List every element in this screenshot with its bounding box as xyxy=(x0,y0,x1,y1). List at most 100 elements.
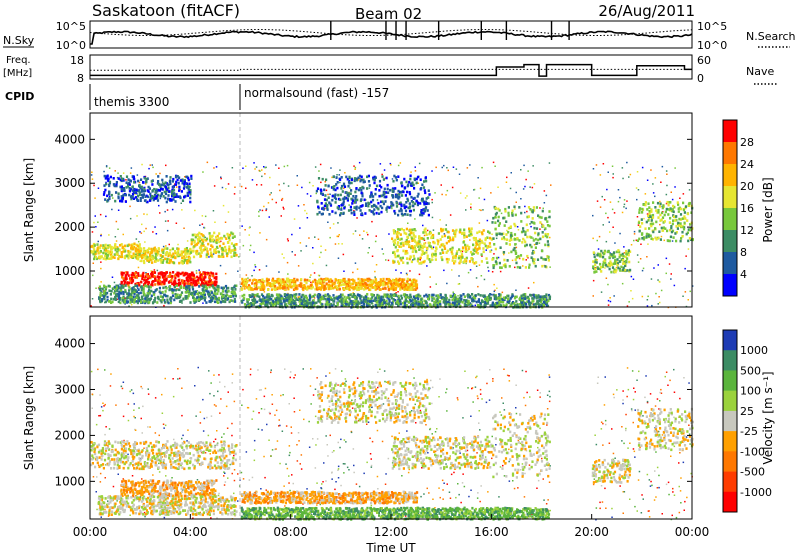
data-cell xyxy=(198,285,201,288)
scatter-cell xyxy=(467,297,469,299)
data-cell xyxy=(131,287,134,290)
data-cell xyxy=(475,241,478,244)
nsky-spikes xyxy=(330,21,570,40)
data-cell xyxy=(369,278,372,282)
scatter-cell xyxy=(261,175,263,178)
data-cell xyxy=(150,195,154,198)
data-cell xyxy=(99,291,102,295)
data-cell xyxy=(140,295,144,299)
data-cell xyxy=(351,202,354,205)
scatter-cell xyxy=(666,173,668,175)
data-cell xyxy=(122,177,125,181)
data-cell xyxy=(395,286,398,290)
data-cell xyxy=(119,244,122,247)
data-cell xyxy=(377,207,380,211)
data-cell xyxy=(404,287,407,290)
data-cell xyxy=(667,213,670,216)
data-cell xyxy=(173,256,176,259)
data-cell xyxy=(613,251,616,254)
data-cell xyxy=(439,245,442,249)
data-cell xyxy=(159,194,162,198)
data-cell xyxy=(190,281,193,285)
data-cell xyxy=(361,185,364,189)
data-cell xyxy=(348,176,351,180)
data-cell xyxy=(321,303,324,306)
data-cell xyxy=(158,286,161,290)
scatter-cell xyxy=(446,189,449,192)
scatter-cell xyxy=(204,215,207,218)
scatter-cell xyxy=(115,240,118,242)
data-cell xyxy=(432,293,435,297)
data-cell xyxy=(147,283,150,287)
scatter-cell xyxy=(208,256,210,258)
data-cell xyxy=(118,290,121,294)
data-cell xyxy=(177,282,180,285)
data-cell xyxy=(544,217,547,220)
data-cell xyxy=(440,243,443,247)
data-cell xyxy=(270,298,273,301)
scatter-cell xyxy=(269,176,271,179)
data-cell xyxy=(403,231,406,235)
scatter-cell xyxy=(291,251,293,253)
scatter-cell xyxy=(623,203,626,206)
scatter-cell xyxy=(458,275,460,277)
scatter-cell xyxy=(499,270,502,273)
scatter-cell xyxy=(545,194,548,197)
scatter-cell xyxy=(95,226,97,228)
data-cell xyxy=(521,241,524,244)
scatter-cell xyxy=(626,305,629,307)
data-cell xyxy=(159,291,162,295)
data-cell xyxy=(522,227,525,230)
data-cell xyxy=(658,205,661,208)
data-cell xyxy=(364,212,367,215)
data-cell xyxy=(206,250,209,253)
scatter-cell xyxy=(391,207,393,210)
data-cell xyxy=(420,261,423,264)
scatter-cell xyxy=(607,304,610,306)
data-cell xyxy=(362,279,365,283)
data-cell xyxy=(171,288,174,291)
data-cell xyxy=(110,301,113,304)
data-cell xyxy=(459,249,462,253)
data-cell xyxy=(604,261,607,264)
data-cell xyxy=(470,257,473,260)
scatter-cell xyxy=(95,287,97,289)
data-cell xyxy=(188,182,191,186)
data-cell xyxy=(131,271,134,275)
data-cell xyxy=(204,296,207,299)
scatter-cell xyxy=(175,222,178,224)
data-cell xyxy=(102,295,106,298)
data-cell xyxy=(157,175,160,178)
data-cell xyxy=(136,283,139,286)
data-cell xyxy=(194,235,197,239)
data-cell xyxy=(295,284,298,288)
data-cell xyxy=(396,232,399,236)
data-cell xyxy=(148,292,151,295)
data-cell xyxy=(122,250,125,253)
data-cell xyxy=(469,233,472,237)
data-cell xyxy=(608,262,611,265)
data-cell xyxy=(399,245,403,248)
scatter-cell xyxy=(598,235,601,238)
data-cell xyxy=(298,293,301,296)
data-cell xyxy=(412,231,415,235)
data-cell xyxy=(423,180,426,183)
data-cell xyxy=(298,297,301,301)
scatter-cell xyxy=(213,185,216,187)
data-cell xyxy=(187,294,190,298)
scatter-cell xyxy=(636,254,639,256)
data-cell xyxy=(463,234,466,238)
data-cell xyxy=(255,279,258,282)
scatter-cell xyxy=(338,174,340,176)
data-cell xyxy=(211,274,214,278)
data-cell xyxy=(406,257,409,260)
data-cell xyxy=(532,221,535,224)
data-cell xyxy=(262,283,265,286)
data-cell xyxy=(408,245,411,249)
data-cell xyxy=(363,288,366,291)
data-cell xyxy=(615,250,618,254)
data-cell xyxy=(168,180,171,183)
scatter-cell xyxy=(479,187,482,190)
data-cell xyxy=(185,247,188,250)
data-cell xyxy=(281,280,284,283)
